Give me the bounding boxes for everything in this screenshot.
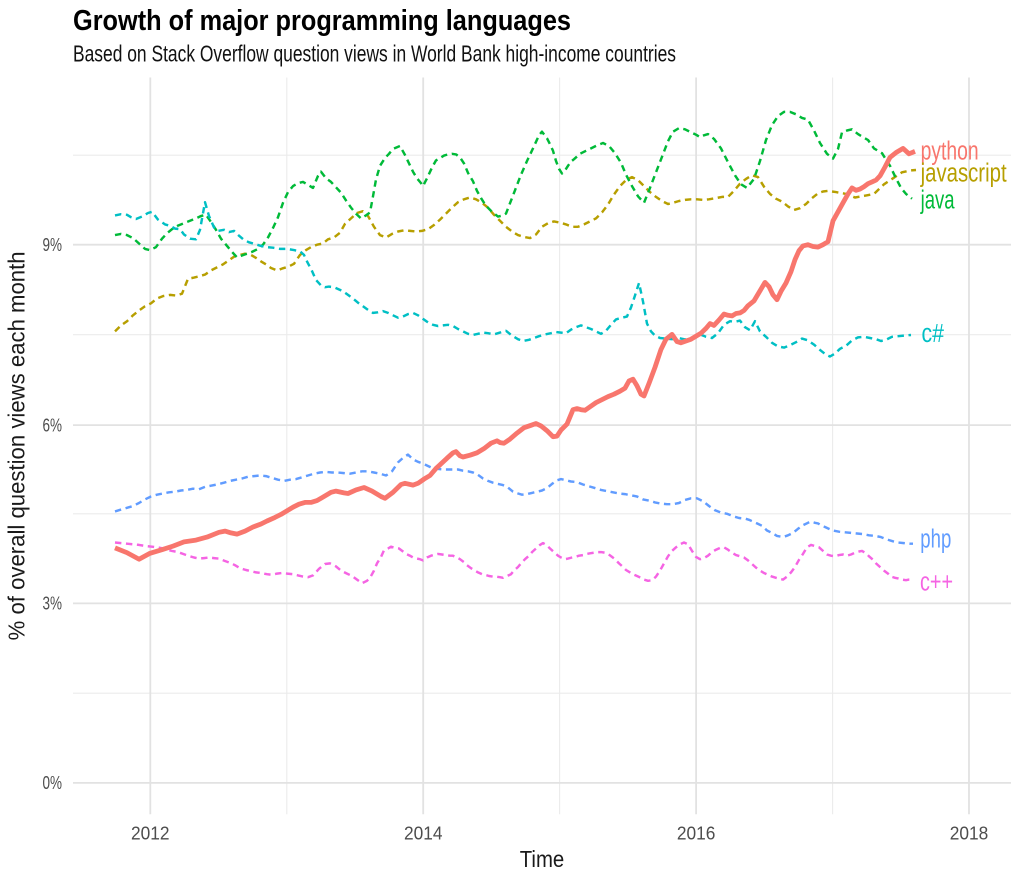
svg-text:2018: 2018 — [950, 823, 989, 844]
svg-text:c#: c# — [922, 320, 945, 348]
svg-text:php: php — [920, 526, 951, 554]
svg-text:2012: 2012 — [131, 823, 170, 844]
svg-text:6%: 6% — [43, 414, 63, 435]
svg-text:Time: Time — [520, 846, 565, 872]
svg-text:Growth of major programming la: Growth of major programming languages — [73, 5, 571, 37]
svg-text:python: python — [921, 138, 979, 166]
svg-text:Based on Stack Overflow questi: Based on Stack Overflow question views i… — [73, 41, 676, 67]
svg-text:java: java — [920, 187, 955, 215]
svg-text:javascript: javascript — [920, 160, 1007, 188]
svg-text:c++: c++ — [920, 569, 953, 597]
svg-text:9%: 9% — [43, 234, 63, 255]
svg-text:2014: 2014 — [404, 823, 443, 844]
svg-text:% of overall question views ea: % of overall question views each month — [4, 251, 30, 640]
svg-text:0%: 0% — [43, 772, 63, 793]
svg-text:3%: 3% — [43, 593, 63, 614]
svg-text:2016: 2016 — [677, 823, 716, 844]
